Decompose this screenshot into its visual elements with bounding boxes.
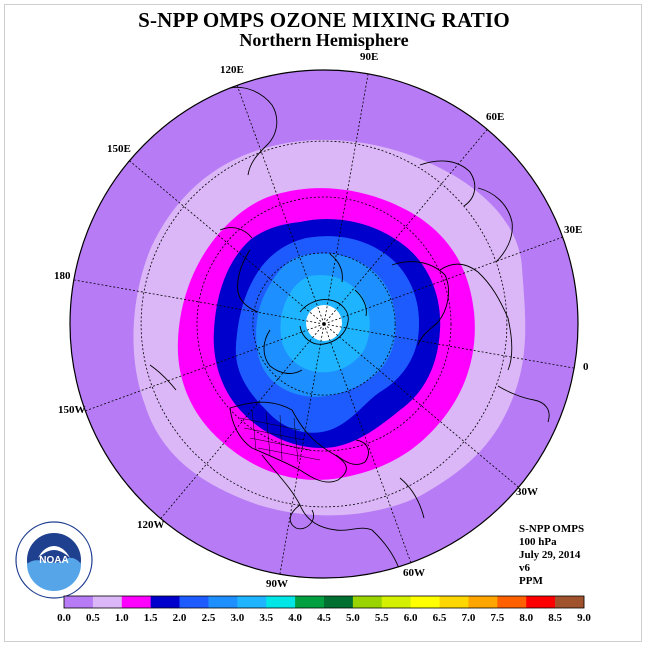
figure-frame bbox=[4, 4, 642, 642]
colorbar-swatch bbox=[208, 596, 238, 608]
colorbar-tick-label: 4.5 bbox=[317, 612, 331, 624]
lon-label-120e: 120E bbox=[220, 64, 244, 76]
colorbar-tick-label: 0.5 bbox=[86, 612, 100, 624]
colorbar-swatch bbox=[526, 596, 556, 608]
map-subtitle: Northern Hemisphere bbox=[239, 30, 409, 50]
product-info: S-NPP OMPS 100 hPa July 29, 2014 v6 PPM bbox=[519, 523, 584, 588]
lon-label-30w: 30W bbox=[516, 486, 538, 498]
lon-label-60e: 60E bbox=[486, 111, 504, 123]
colorbar-tick-label: 9.0 bbox=[577, 612, 591, 624]
info-units: PPM bbox=[519, 575, 543, 587]
noaa-logo: NOAA bbox=[15, 521, 93, 599]
colorbar-tick-label: 1.0 bbox=[115, 612, 129, 624]
colorbar-tick-label: 7.5 bbox=[490, 612, 504, 624]
colorbar-swatch bbox=[324, 596, 354, 608]
colorbar-tick-label: 0.0 bbox=[57, 612, 71, 624]
info-level: 100 hPa bbox=[519, 536, 557, 548]
lon-label-30e: 30E bbox=[564, 224, 582, 236]
colorbar-swatch bbox=[295, 596, 325, 608]
colorbar-swatch bbox=[497, 596, 527, 608]
colorbar-ticks: 0.0 0.5 1.0 1.5 2.0 2.5 3.0 3.5 4.0 4.5 5.0 5.5 6.0 6… bbox=[57, 612, 591, 624]
map-title: S-NPP OMPS OZONE MIXING RATIO bbox=[138, 8, 510, 32]
lon-label-90e: 90E bbox=[360, 51, 378, 63]
map-boundary bbox=[69, 69, 579, 579]
lon-label-90w: 90W bbox=[266, 578, 288, 590]
info-date: July 29, 2014 bbox=[519, 549, 581, 561]
colorbar-tick-label: 3.5 bbox=[259, 612, 273, 624]
colorbar-swatch bbox=[410, 596, 440, 608]
colorbar-swatch bbox=[64, 596, 94, 608]
longitude-labels: 90E 60E 30E 0 30W 60W 90W 120W 150W 180 … bbox=[54, 51, 589, 590]
coastlines bbox=[149, 86, 550, 578]
colorbar-tick-label: 5.5 bbox=[375, 612, 389, 624]
colorbar-tick-label: 4.0 bbox=[288, 612, 302, 624]
colorbar-swatch bbox=[179, 596, 209, 608]
colorbar-swatch bbox=[121, 596, 151, 608]
colorbar-tick-label: 1.5 bbox=[144, 612, 158, 624]
colorbar-tick-label: 6.5 bbox=[433, 612, 447, 624]
colorbar-swatch bbox=[439, 596, 469, 608]
info-version: v6 bbox=[519, 562, 530, 574]
latitude-circle bbox=[140, 140, 508, 508]
colorbar-swatch bbox=[381, 596, 411, 608]
latitude-circle bbox=[196, 196, 452, 452]
colorbar-swatch bbox=[555, 596, 585, 608]
colorbar-swatch bbox=[266, 596, 296, 608]
colorbar-tick-label: 8.5 bbox=[548, 612, 562, 624]
colorbar-tick-label: 5.0 bbox=[346, 612, 360, 624]
latitude-circle bbox=[252, 252, 396, 396]
colorbar-swatch bbox=[92, 596, 123, 608]
lon-label-0: 0 bbox=[583, 361, 589, 373]
lon-label-150e: 150E bbox=[107, 143, 131, 155]
info-product: S-NPP OMPS bbox=[519, 523, 585, 535]
colorbar-outline bbox=[63, 595, 585, 609]
colorbar-tick-label: 8.0 bbox=[519, 612, 533, 624]
noaa-logo-text: NOAA bbox=[39, 555, 68, 566]
colorbar-tick-label: 6.0 bbox=[404, 612, 418, 624]
lon-label-120w: 120W bbox=[137, 519, 165, 531]
colorbar-tick-label: 2.5 bbox=[202, 612, 216, 624]
colorbar-swatches bbox=[63, 595, 585, 609]
colorbar-swatch bbox=[468, 596, 498, 608]
lon-label-60w: 60W bbox=[403, 567, 425, 579]
colorbar-swatch bbox=[352, 596, 383, 608]
colorbar-tick-label: 7.0 bbox=[462, 612, 476, 624]
graticule bbox=[73, 73, 575, 575]
lon-label-180: 180 bbox=[54, 270, 71, 282]
colorbar-tick-label: 2.0 bbox=[173, 612, 187, 624]
lon-label-150w: 150W bbox=[58, 404, 86, 416]
colorbar-swatch bbox=[150, 596, 180, 608]
colorbar-tick-label: 3.0 bbox=[230, 612, 244, 624]
colorbar-swatch bbox=[237, 596, 267, 608]
